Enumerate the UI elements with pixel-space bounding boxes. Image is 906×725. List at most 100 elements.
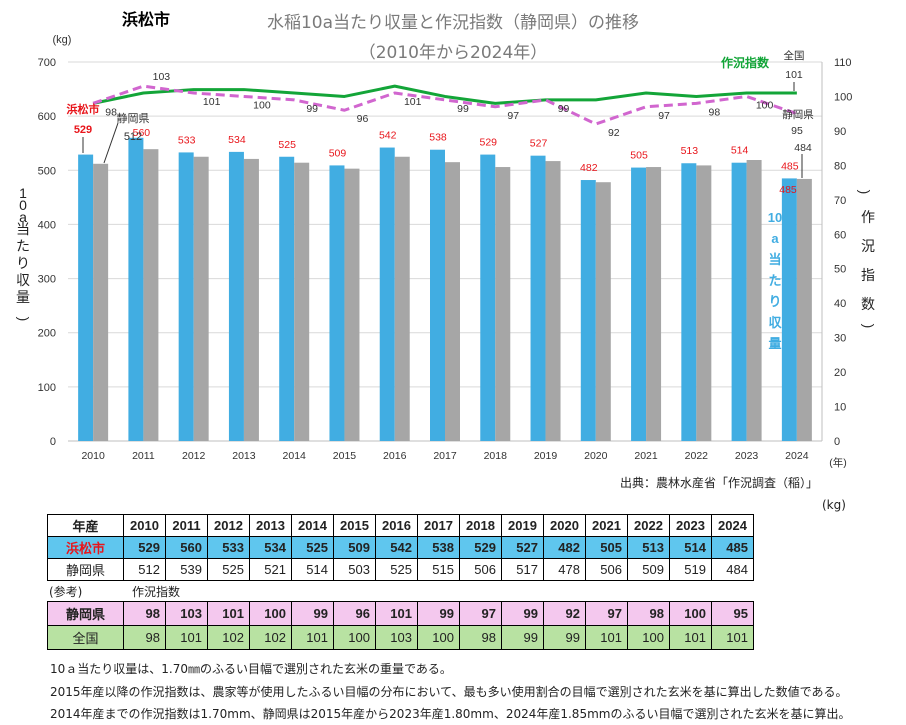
data-label-hamamatsu: 533 <box>178 134 196 146</box>
annotation-pref-line-value: 95 <box>791 125 803 137</box>
bar-hamamatsu <box>379 147 395 441</box>
table-row: 静岡県 512 539 525 521 514 503 525 515 506 517 478 506 5… <box>47 558 754 581</box>
table-cell: 100 <box>627 625 670 650</box>
data-label-shizuoka-index: 97 <box>658 110 670 122</box>
bar-shizuoka <box>344 168 360 441</box>
annotation-city-label: 浜松市 <box>67 102 100 116</box>
y-right-label-char: 指 <box>861 267 875 283</box>
data-label-hamamatsu: 525 <box>278 139 296 151</box>
header-year: 2017 <box>417 514 460 537</box>
annotation-bar-legend-char: 10 <box>768 210 782 225</box>
table-cell: 98 <box>459 625 502 650</box>
annotation-bar-legend-char: た <box>768 273 781 288</box>
bar-shizuoka <box>93 163 109 441</box>
table-cell: 529 <box>123 536 166 559</box>
y-left-label-paren: ) <box>16 317 32 322</box>
row-label: 全国 <box>47 625 124 650</box>
bar-shizuoka <box>796 178 812 441</box>
table-cell: 534 <box>249 536 292 559</box>
line-national-index <box>92 84 797 105</box>
y-left-label-char: a <box>19 209 27 225</box>
table-cell: 99 <box>501 601 544 626</box>
table-cell: 101 <box>291 625 334 650</box>
table-cell: 101 <box>669 625 712 650</box>
y-left-tick-label: 100 <box>38 382 56 394</box>
reference-sublabel: 作況指数 <box>132 585 181 599</box>
header-year: 2012 <box>207 514 250 537</box>
y-right-tick-label: 60 <box>834 229 846 241</box>
y-left-label-char: 収 <box>16 272 30 288</box>
y-left-tick-label: 200 <box>38 328 56 340</box>
annotation-bar-legend-char: 量 <box>768 336 781 351</box>
line-shizuoka-index <box>92 84 798 126</box>
table-cell: 100 <box>249 601 292 626</box>
data-label-hamamatsu: 514 <box>731 145 749 157</box>
x-tick-label: 2017 <box>433 450 457 462</box>
table-cell: 515 <box>417 558 460 581</box>
y-left-label-char: 量 <box>16 289 30 305</box>
bar-hamamatsu <box>731 162 747 441</box>
table-cell: 529 <box>459 536 502 559</box>
header-year: 2022 <box>627 514 670 537</box>
bar-hamamatsu <box>631 167 647 442</box>
y-left-unit: (kg) <box>53 34 72 46</box>
bar-hamamatsu <box>128 137 144 442</box>
header-year: 2023 <box>669 514 712 537</box>
x-tick-label: 2022 <box>685 450 709 462</box>
table-cell: 517 <box>501 558 544 581</box>
y-right-tick-label: 30 <box>834 333 846 345</box>
table-cell: 505 <box>585 536 628 559</box>
table-cell: 99 <box>543 625 586 650</box>
x-tick-label: 2016 <box>383 450 407 462</box>
line-series <box>92 84 798 126</box>
y-right-tick-label: 90 <box>834 126 846 138</box>
y-right-tick-label: 0 <box>834 436 840 448</box>
data-label-shizuoka-index: 101 <box>404 96 422 108</box>
data-label-hamamatsu: 485 <box>779 184 797 196</box>
table-cell: 98 <box>123 601 166 626</box>
x-tick-label: 2018 <box>484 450 508 462</box>
bar-hamamatsu <box>681 163 697 442</box>
data-label-shizuoka-index: 96 <box>357 113 369 125</box>
y-left-tick-label: 0 <box>50 436 56 448</box>
bar-hamamatsu <box>530 155 546 441</box>
x-tick-label: 2012 <box>182 450 206 462</box>
table-cell: 97 <box>459 601 502 626</box>
table-cell: 482 <box>543 536 586 559</box>
data-label-hamamatsu: 538 <box>429 132 447 144</box>
yield-table: 年産 2010 2011 2012 2013 2014 2015 2016 2017 2018 20… <box>47 514 754 581</box>
y-left-tick-label: 300 <box>38 274 56 286</box>
row-label: 浜松市 <box>47 536 124 559</box>
annotation-pref-value: 512 <box>124 131 142 143</box>
y-left-tick-label: 600 <box>38 111 56 123</box>
bar-shizuoka <box>646 167 662 441</box>
x-tick-label: 2021 <box>634 450 658 462</box>
bar-hamamatsu <box>480 154 496 441</box>
table-cell: 99 <box>501 625 544 650</box>
data-label-shizuoka-index: 99 <box>457 103 469 115</box>
table-cell: 560 <box>165 536 208 559</box>
bar-shizuoka <box>394 156 410 441</box>
chart-title: 水稲10a当たり収量と作況指数（静岡県）の推移 <box>266 13 640 33</box>
table-cell: 509 <box>333 536 376 559</box>
x-tick-label: 2011 <box>132 450 155 462</box>
y-left-tick-label: 400 <box>38 219 56 231</box>
source-note: 出典：農林水産省「作況調査（稲）」 <box>620 476 819 490</box>
y-left-tick-label: 700 <box>38 57 56 69</box>
table-cell: 96 <box>333 601 376 626</box>
row-label: 静岡県 <box>47 601 124 626</box>
axes: 0100200300400500600700010203040506070809… <box>16 34 877 469</box>
y-left-tick-label: 500 <box>38 165 56 177</box>
table-cell: 512 <box>123 558 166 581</box>
city-title: 浜松市 <box>122 10 171 29</box>
data-label-hamamatsu: 482 <box>580 162 598 174</box>
data-label-hamamatsu: 529 <box>480 137 498 149</box>
annotation-bar-legend-char: 収 <box>768 315 782 330</box>
annotation-city-value: 529 <box>74 124 92 136</box>
data-label-shizuoka-index: 98 <box>708 106 720 118</box>
note-2: 2015年産以降の作況指数は、農家等が使用したふるい目幅の分布において、最も多い… <box>50 685 848 699</box>
bar-hamamatsu <box>329 165 345 442</box>
header-year: 2018 <box>459 514 502 537</box>
table-cell: 92 <box>543 601 586 626</box>
data-label-shizuoka-index: 101 <box>203 96 221 108</box>
